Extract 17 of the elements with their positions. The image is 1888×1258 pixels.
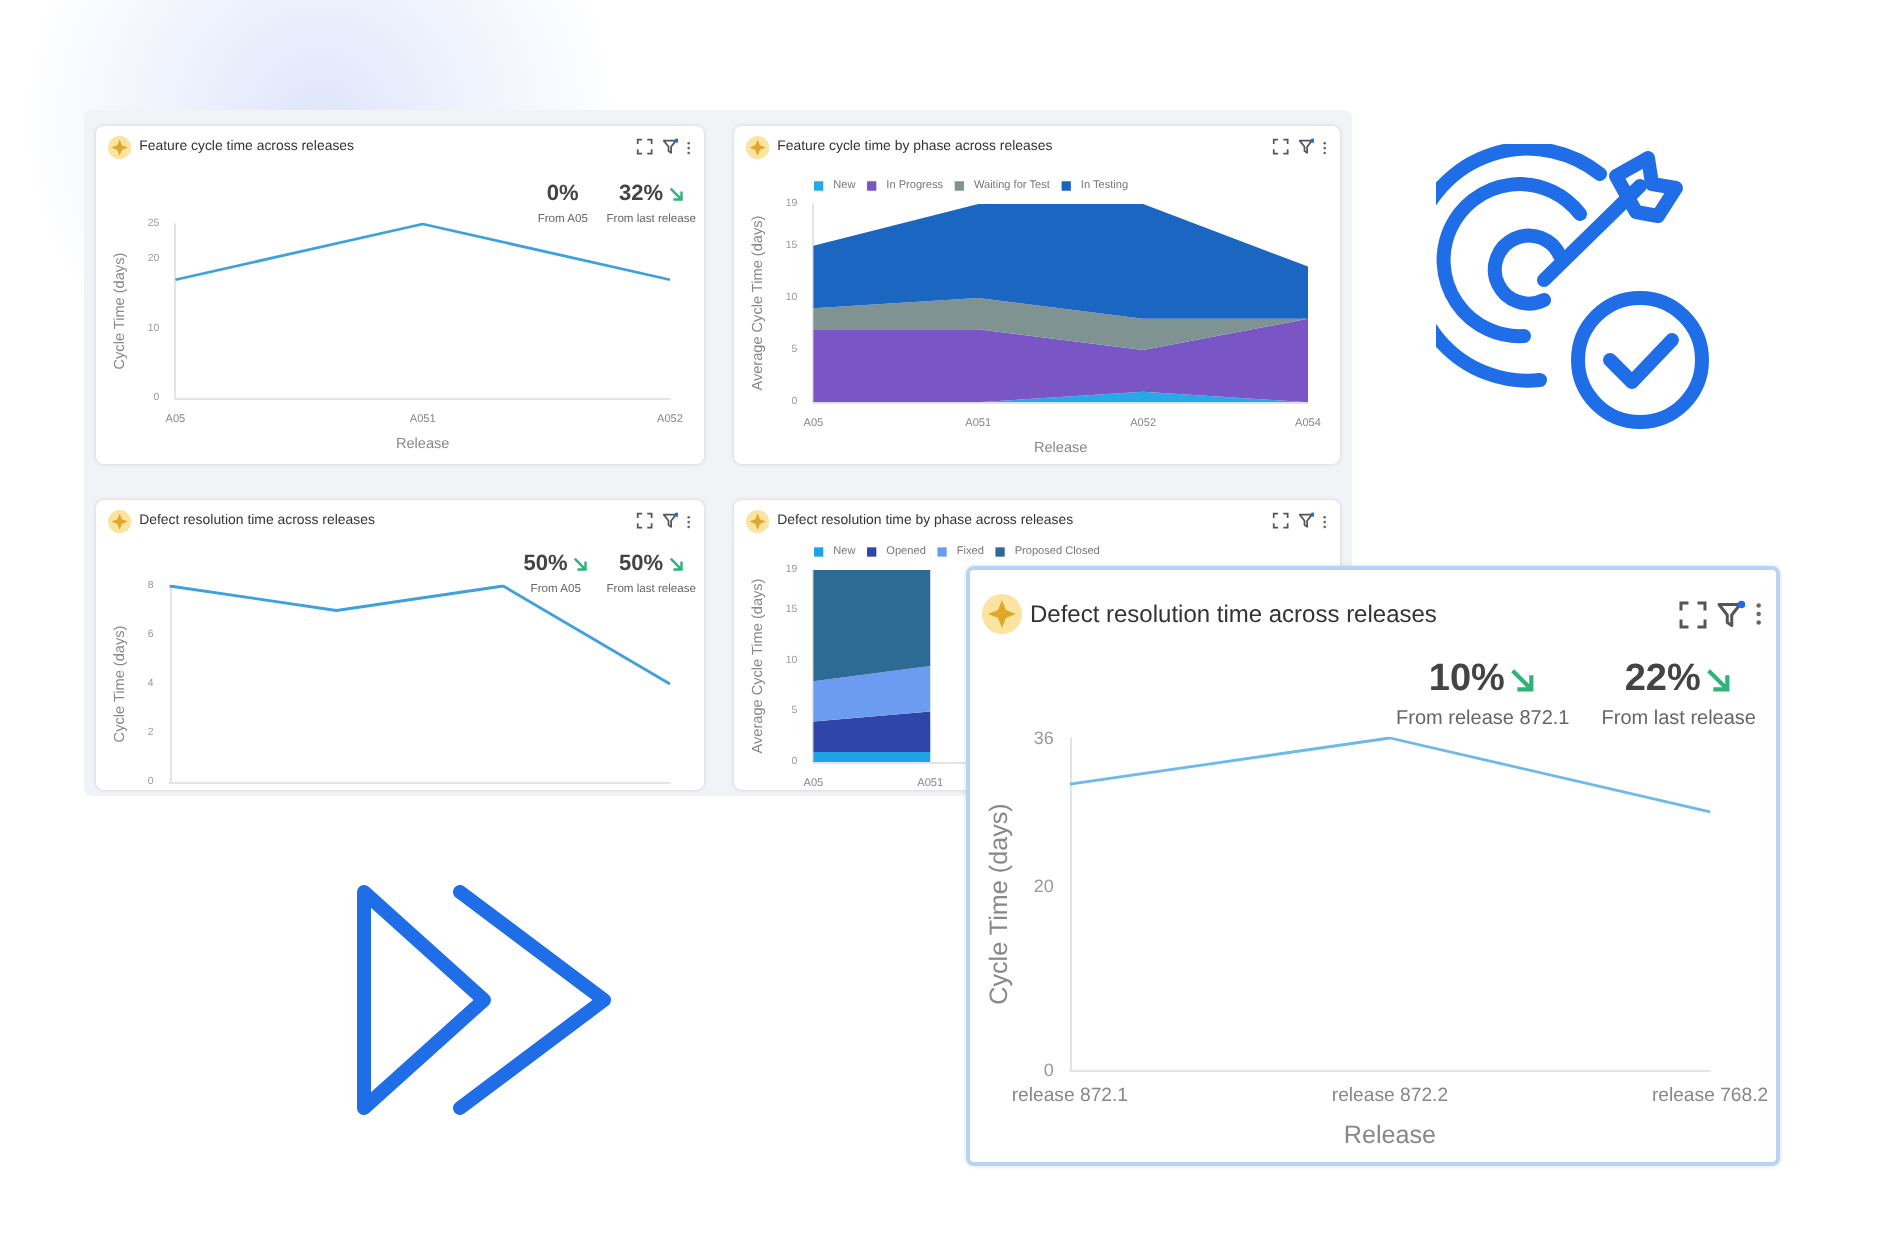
text: 50% [523,552,568,576]
text: 0% [546,182,579,206]
text: 10% [1428,658,1505,702]
y-tick-label: 20 [1033,875,1054,896]
text: 22% [1624,658,1701,702]
y-axis-title: Cycle Time (days) [985,803,1013,1005]
x-tick-label: release 768.2 [1651,1085,1769,1107]
text: From release 872.1 [1396,708,1570,730]
text: From last release [1601,708,1756,730]
x-axis-title: Release [1343,1121,1437,1149]
y-tick-label: 0 [1043,1060,1054,1080]
chart-title: Defect resolution time across releases [1030,600,1437,628]
text: 32% [619,182,664,206]
text: 50% [619,552,664,576]
y-tick-label: 36 [1033,728,1054,748]
x-tick-label: release 872.1 [1011,1085,1128,1107]
x-tick-label: release 872.2 [1331,1085,1449,1107]
